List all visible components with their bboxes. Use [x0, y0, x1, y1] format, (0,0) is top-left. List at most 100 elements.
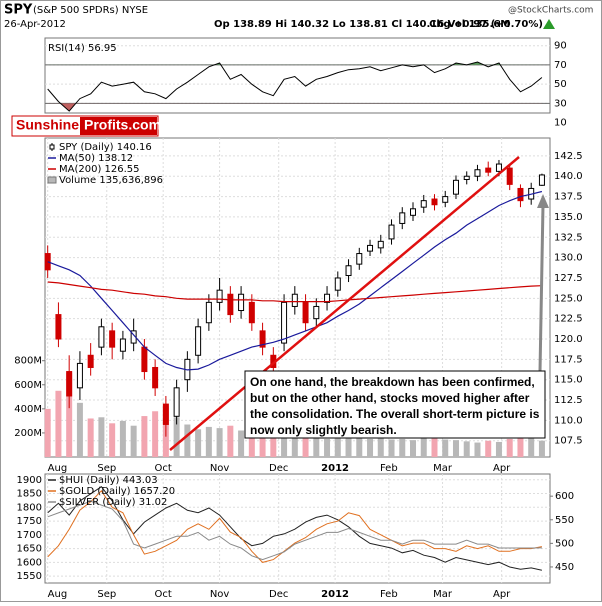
y-tick-label: 127.5 — [554, 273, 583, 284]
line-series — [47, 500, 542, 561]
volume-bar — [195, 429, 202, 457]
up-arrow-icon — [543, 19, 555, 29]
volume-bar — [119, 420, 126, 457]
logo-text: Sunshine — [16, 117, 79, 133]
legend-label: $SILVER (Daily) 31.02 — [59, 497, 167, 508]
volume-bar — [141, 416, 148, 457]
volume-bar — [517, 435, 524, 457]
volume-bar — [495, 441, 502, 457]
candle-body — [119, 338, 126, 352]
x-tick-label: Nov — [210, 463, 230, 474]
legend-label: Volume 135,636,896 — [59, 175, 163, 186]
volume-bar — [356, 438, 363, 457]
line-series — [47, 486, 543, 571]
volume-bar — [281, 431, 288, 457]
candle-body — [410, 208, 417, 216]
candle-body — [281, 301, 288, 344]
volume-bar — [227, 425, 234, 457]
y-tick-label: 90 — [554, 41, 567, 52]
line-series — [47, 190, 543, 371]
volume-bar — [55, 390, 62, 457]
x-tick-label: Sep — [97, 463, 116, 474]
line-series — [47, 61, 543, 112]
legend-label: $HUI (Daily) 443.03 — [59, 475, 158, 486]
y-tick-label: 110.0 — [554, 415, 583, 426]
pointer-arrowhead — [537, 194, 549, 208]
y-tick-label: 112.5 — [554, 395, 583, 406]
y-tick-label: 107.5 — [554, 436, 583, 447]
legend-label: MA(200) 126.55 — [59, 164, 140, 175]
volume-bar — [205, 426, 212, 457]
date: 26-Apr-2012 — [4, 19, 66, 30]
logo-band — [80, 117, 157, 135]
y-tick-label: 1900 — [17, 475, 42, 486]
volume-bar — [87, 418, 94, 457]
legend-swatch — [47, 176, 57, 184]
annotation-line: the consolidation. The overall short-ter… — [250, 407, 540, 421]
symbol: SPY — [4, 3, 33, 18]
candle-body — [463, 175, 470, 181]
y-tick-label: 1700 — [17, 530, 42, 541]
y-tick-label: 122.5 — [554, 314, 583, 325]
y-tick-label: 1750 — [17, 516, 42, 527]
y2-tick-label: 400M — [14, 404, 42, 415]
y-tick-label: 1550 — [17, 571, 42, 582]
candle-body — [388, 224, 395, 240]
x-tick-label: Dec — [269, 463, 288, 474]
volume-bar — [302, 429, 309, 457]
y-tick-label: 1800 — [17, 502, 42, 513]
volume-bar — [76, 402, 83, 457]
y-tick-label: 50 — [554, 79, 567, 90]
x-tick-label: Apr — [493, 463, 511, 474]
volume-bar — [44, 408, 51, 457]
x-tick-label: 2012 — [321, 589, 349, 600]
candle-body — [506, 167, 513, 185]
y-tick-label: 132.5 — [554, 232, 583, 243]
x-tick-label: Feb — [380, 589, 398, 600]
candle-body — [76, 362, 83, 389]
volume-bar — [324, 438, 331, 457]
y-tick-label: 10 — [554, 118, 567, 129]
volume-bar — [474, 442, 481, 457]
candle-body — [238, 293, 245, 312]
candle-body — [259, 330, 266, 348]
x-tick-label: Sep — [97, 589, 116, 600]
legend-label: RSI(14) 56.95 — [48, 43, 117, 54]
x-tick-label: Aug — [48, 463, 68, 474]
candle-body — [356, 253, 363, 265]
logo-text: Profits.com — [84, 117, 161, 133]
volume-bar — [216, 428, 223, 457]
volume-bar — [388, 439, 395, 457]
volume-bar — [334, 437, 341, 457]
volume-bar — [345, 436, 352, 457]
candle-body — [324, 293, 331, 303]
candle-body — [377, 240, 384, 249]
trend-line — [169, 156, 520, 451]
volume-bar — [538, 440, 545, 457]
x-tick-label: Oct — [155, 589, 172, 600]
volume-bar — [399, 438, 406, 457]
candle-body — [495, 163, 502, 172]
annotation-box — [244, 370, 546, 439]
y2-tick-label: 450 — [555, 562, 574, 573]
y2-tick-label: 500 — [555, 538, 574, 549]
candle-body — [109, 330, 116, 348]
legend-label: MA(50) 138.12 — [59, 153, 133, 164]
volume-bar — [66, 372, 73, 457]
y-tick-label: 117.5 — [554, 354, 583, 365]
volume-bar — [485, 440, 492, 457]
logo: Sunshine Profits.com — [11, 115, 161, 137]
candle-body — [291, 293, 298, 307]
candle-body — [44, 253, 51, 271]
candle-body — [420, 200, 427, 208]
y-tick-label: 130.0 — [554, 253, 583, 264]
candle-body — [141, 346, 148, 373]
candle-body — [538, 174, 545, 186]
volume-bar — [452, 440, 459, 457]
symbol-name: (S&P 500 SPDRs) NYSE — [33, 5, 148, 16]
x-tick-label: Aug — [48, 589, 68, 600]
y2-tick-label: 600 — [555, 491, 574, 502]
volume-bar — [238, 430, 245, 457]
x-tick-label: Oct — [155, 463, 172, 474]
